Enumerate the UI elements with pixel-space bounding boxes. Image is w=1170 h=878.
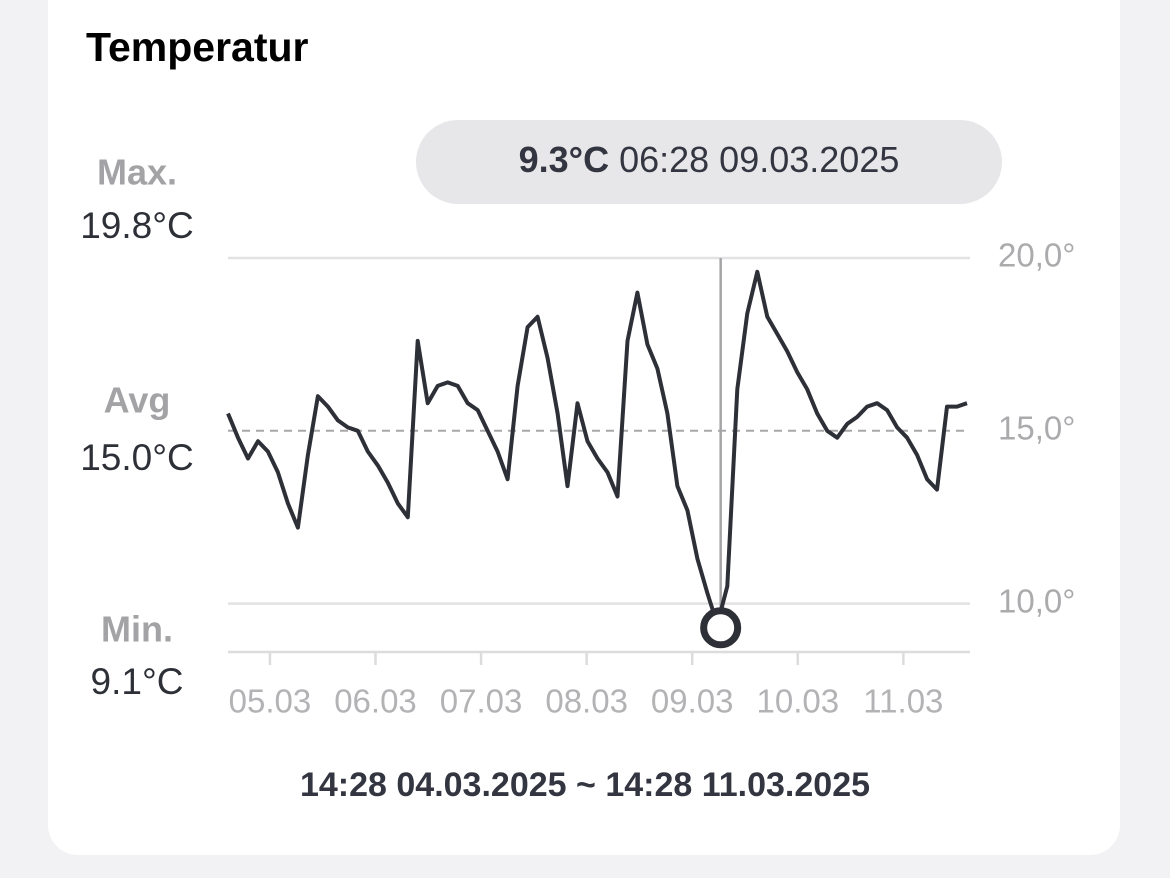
x-tick-label: 06.03 — [334, 683, 417, 720]
stat-label: Avg — [104, 380, 171, 421]
range-end: 14:28 11.03.2025 — [605, 766, 870, 804]
tooltip: 9.3°C 06:28 09.03.2025 — [519, 139, 900, 180]
tooltip-value: 9.3°C — [519, 139, 609, 180]
y-tick-label: 15,0° — [998, 410, 1075, 447]
tooltip-time: 06:28 09.03.2025 — [619, 139, 899, 180]
range-separator: ~ — [576, 766, 596, 804]
temperature-line — [226, 269, 968, 627]
x-tick-label: 09.03 — [651, 683, 734, 720]
stat-value: 15.0°C — [80, 437, 194, 478]
x-tick-label: 11.03 — [863, 683, 943, 720]
stat-label: Max. — [97, 152, 177, 193]
cursor-marker — [700, 607, 742, 649]
stat-value: 9.1°C — [91, 661, 184, 702]
stat-value: 19.8°C — [80, 205, 194, 246]
chart-title: Temperatur — [86, 24, 309, 70]
x-tick-label: 08.03 — [545, 683, 628, 720]
x-tick-label: 10.03 — [756, 683, 839, 720]
y-tick-label: 10,0° — [998, 582, 1075, 619]
stat-label: Min. — [101, 609, 173, 650]
range-start: 14:28 04.03.2025 — [300, 766, 567, 804]
x-tick-label: 05.03 — [229, 683, 312, 720]
x-tick-label: 07.03 — [440, 683, 523, 720]
y-tick-label: 20,0° — [998, 237, 1075, 274]
tooltip-pill — [416, 120, 1002, 204]
range: 14:28 04.03.2025 ~ 14:28 11.03.2025 — [300, 766, 870, 804]
